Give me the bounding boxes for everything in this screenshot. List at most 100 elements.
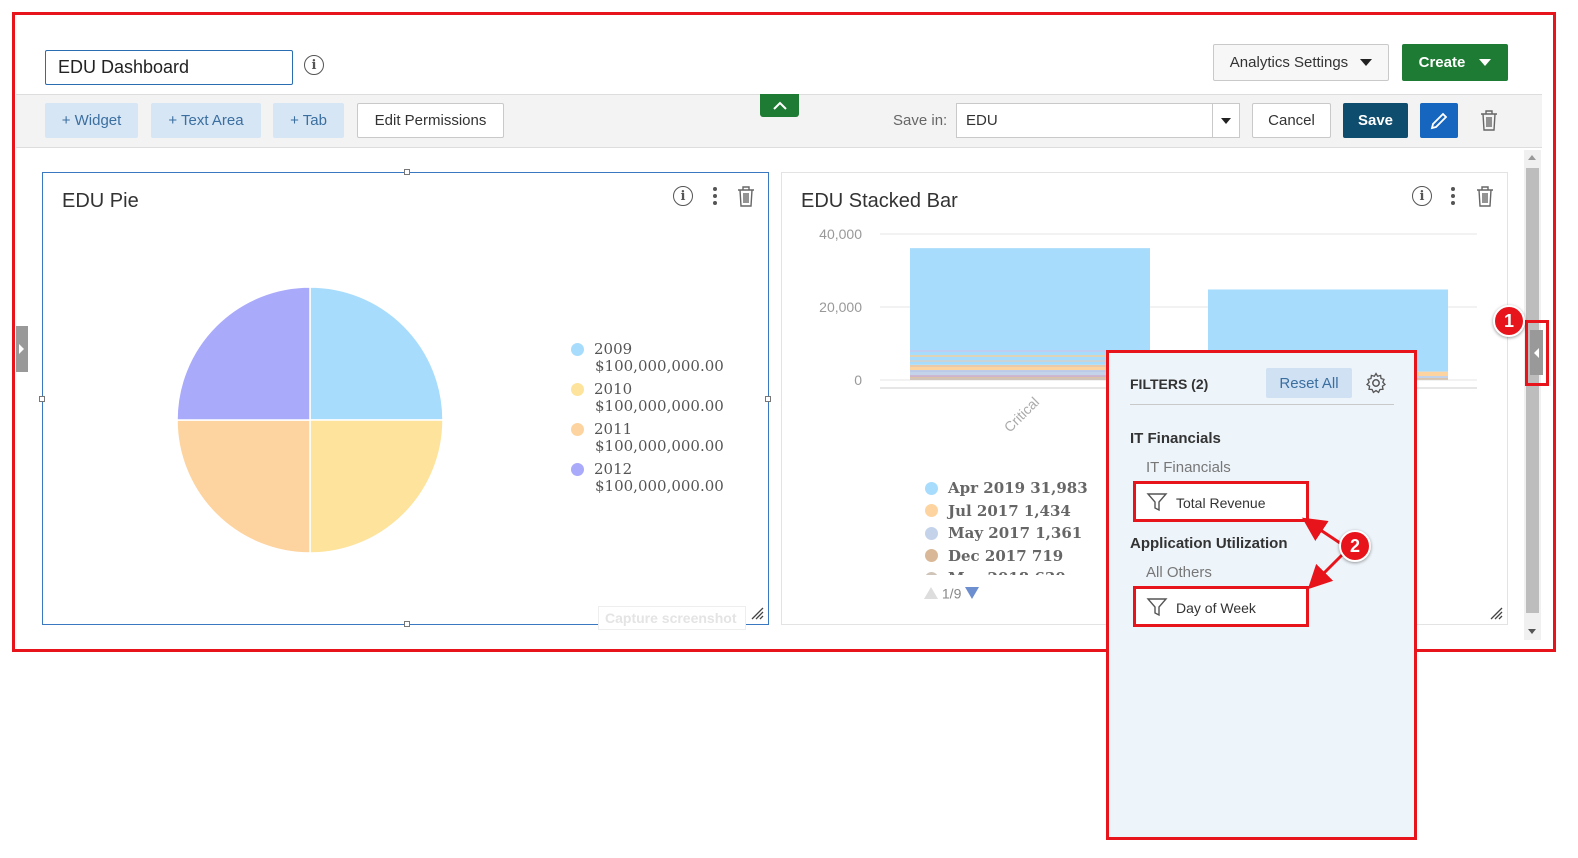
caret-left-icon [1534, 348, 1539, 358]
collapse-header-button[interactable] [760, 94, 799, 117]
add-widget-button[interactable]: + Widget [45, 103, 138, 138]
scroll-up-icon[interactable] [1528, 155, 1536, 160]
delete-dashboard-button[interactable] [1479, 109, 1499, 136]
callout-badge-2: 2 [1339, 530, 1371, 562]
dashboard-name-input[interactable]: EDU Dashboard [58, 57, 190, 77]
bar-segment-jul-2017[interactable] [910, 364, 1150, 371]
pie-slice-2009[interactable] [309, 286, 444, 421]
pie-legend-item[interactable]: 2012 $100,000,000.00 [571, 459, 724, 495]
capture-screenshot-button[interactable]: Capture screenshot [598, 606, 746, 630]
legend-year: 2010 [594, 380, 633, 398]
legend-dot [571, 422, 584, 436]
pie-chart [176, 286, 444, 554]
pie-more-icon[interactable] [712, 186, 718, 211]
callout-arrows [1302, 517, 1344, 590]
legend-dot [571, 462, 584, 476]
legend-dot [571, 382, 584, 396]
pie-slice-2010[interactable] [309, 419, 444, 554]
callout-badge-1: 1 [1493, 305, 1525, 337]
pie-legend-item[interactable]: 2009 $100,000,000.00 [571, 339, 724, 375]
pie-legend: 2009 $100,000,000.00 2010 $100,000,000.00 20… [571, 339, 724, 499]
legend-year: 2009 [594, 340, 633, 358]
pie-slice-2012[interactable] [176, 286, 311, 421]
legend-dot [925, 549, 938, 562]
pager-text: 1/9 [941, 585, 962, 602]
scrollbar-thumb[interactable] [1526, 168, 1539, 613]
caret-down-icon [1360, 59, 1373, 66]
pie-legend-item[interactable]: 2011 $100,000,000.00 [571, 419, 724, 455]
bar-segment-mar-2018[interactable] [910, 377, 1150, 380]
stacked-bar-more-icon[interactable] [1450, 186, 1456, 211]
filter-item-day-of-week[interactable]: Day of Week [1133, 586, 1309, 627]
x-tick-label: Critical [1001, 394, 1043, 436]
pie-slice-2011[interactable] [176, 419, 311, 554]
save-button[interactable]: Save [1343, 103, 1408, 138]
edit-button[interactable] [1420, 103, 1458, 138]
caret-down-icon [1221, 118, 1231, 124]
bar-segment-may-2017[interactable] [910, 370, 1150, 376]
scroll-down-icon[interactable] [1528, 629, 1536, 634]
filter-icon [1146, 493, 1168, 512]
legend-value: $100,000,000.00 [595, 357, 724, 375]
pager-up-icon[interactable] [924, 587, 938, 600]
filter-item-total-revenue[interactable]: Total Revenue [1133, 481, 1309, 522]
legend-label: Dec 2017 719 [948, 546, 1064, 565]
add-tab-button[interactable]: + Tab [273, 103, 344, 138]
caret-right-icon [19, 344, 24, 354]
filters-settings-button[interactable] [1364, 371, 1388, 400]
callout-1-label: 1 [1503, 310, 1514, 331]
legend-dot [925, 526, 938, 540]
resize-grip-icon[interactable] [1489, 606, 1503, 625]
legend-value: $100,000,000.00 [595, 397, 724, 415]
save-in-label: Save in: [893, 112, 948, 129]
legend-dot [925, 571, 938, 575]
add-text-area-button[interactable]: + Text Area [151, 103, 261, 138]
filter-group-name: IT Financials [1130, 430, 1221, 447]
pie-legend-item[interactable]: 2010 $100,000,000.00 [571, 379, 724, 415]
legend-label: May 2017 1,361 [948, 524, 1083, 542]
bar-legend-item[interactable]: Dec 2017 719 [925, 546, 1125, 569]
cancel-button[interactable]: Cancel [1252, 103, 1331, 138]
reset-all-button[interactable]: Reset All [1266, 368, 1352, 398]
caret-down-icon [1479, 59, 1492, 66]
y-tick-label: 40,000 [819, 226, 862, 242]
pie-widget-title: EDU Pie [62, 190, 139, 212]
create-label: Create [1418, 54, 1466, 71]
legend-label: Mar 2018 630 [948, 569, 1066, 575]
legend-pager[interactable]: 1/9 [924, 584, 980, 602]
dashboard-name-input-wrap[interactable]: EDU Dashboard [45, 50, 293, 85]
legend-dot [571, 342, 584, 356]
filters-divider [1130, 404, 1394, 405]
filter-item-label: Day of Week [1176, 600, 1256, 616]
analytics-settings-button[interactable]: Analytics Settings [1213, 44, 1389, 81]
resize-grip-icon[interactable] [750, 606, 764, 625]
callout-2-label: 2 [1349, 535, 1360, 556]
info-icon[interactable]: i [304, 55, 324, 75]
bar-legend-item[interactable]: Jul 2017 1,434 [925, 501, 1125, 524]
trash-icon [1481, 110, 1497, 131]
chevron-up-icon [772, 101, 787, 110]
stacked-bar-info-icon[interactable]: i [1412, 186, 1432, 206]
filter-group-subname: All Others [1146, 564, 1212, 581]
save-in-select[interactable]: EDU [956, 103, 1240, 138]
filter-group-subname: IT Financials [1146, 459, 1231, 476]
edit-permissions-button[interactable]: Edit Permissions [357, 103, 504, 138]
pager-down-icon[interactable] [965, 587, 980, 600]
scrollbar[interactable] [1524, 150, 1541, 640]
bar-legend-item[interactable]: May 2017 1,361 [925, 523, 1125, 546]
stacked-bar-title: EDU Stacked Bar [801, 190, 958, 212]
legend-dot [925, 481, 938, 495]
legend-year: 2012 [594, 460, 633, 478]
legend-value: $100,000,000.00 [595, 477, 724, 495]
bar-legend-item[interactable]: Mar 2018 630 [925, 568, 1125, 575]
create-button[interactable]: Create [1402, 44, 1508, 81]
stacked-bar-delete-icon[interactable] [1475, 185, 1495, 212]
bar-legend-item[interactable]: Apr 2019 31,983 [925, 478, 1125, 501]
bar-segment-apr-2019[interactable] [910, 248, 1150, 365]
left-panel-toggle[interactable] [16, 326, 28, 372]
legend-value: $100,000,000.00 [595, 437, 724, 455]
pie-info-icon[interactable]: i [673, 186, 693, 206]
filters-panel-toggle[interactable] [1530, 330, 1543, 375]
pie-delete-icon[interactable] [736, 185, 756, 212]
analytics-settings-label: Analytics Settings [1229, 54, 1349, 71]
